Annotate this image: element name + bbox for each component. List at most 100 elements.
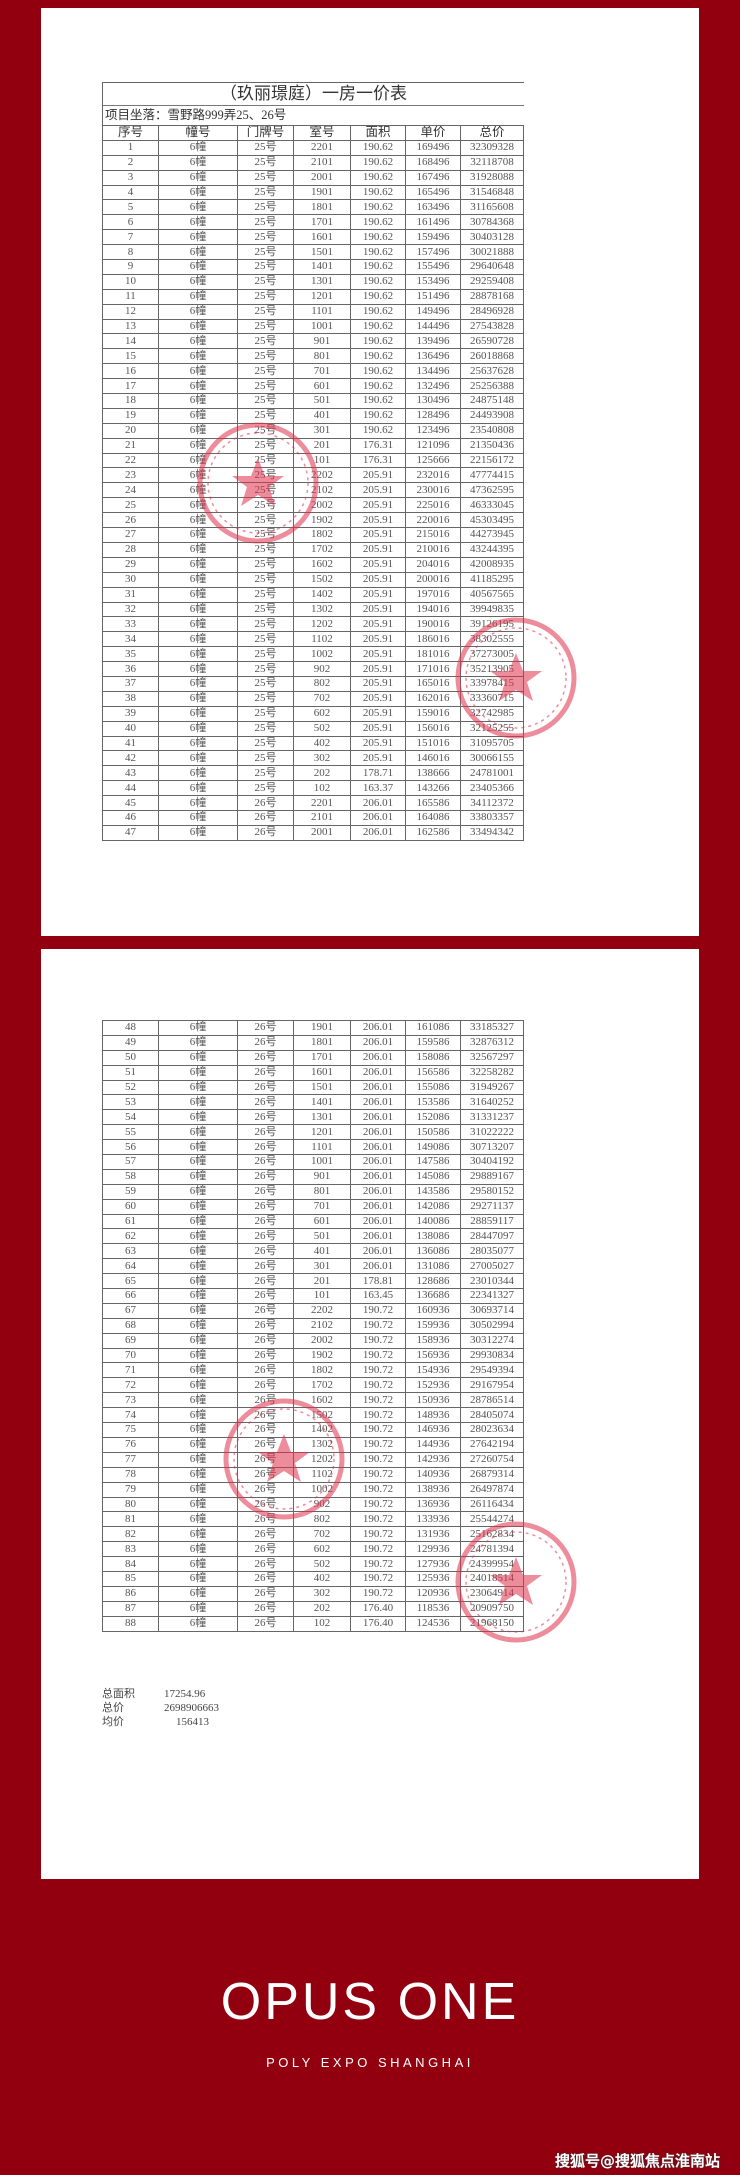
table-row: 81 6幢 26号 802 190.72 133936 25544274 bbox=[102, 1511, 524, 1528]
table-row: 50 6幢 26号 1701 206.01 158086 32567297 bbox=[102, 1049, 524, 1066]
cell-unit-price: 186016 bbox=[405, 631, 461, 648]
cell-index: 40 bbox=[102, 720, 159, 737]
cell-total-price: 31095705 bbox=[460, 735, 524, 752]
cell-unit-price: 146936 bbox=[405, 1422, 461, 1438]
cell-unit-price: 132496 bbox=[405, 378, 461, 395]
cell-index: 22 bbox=[102, 452, 159, 469]
price-list-page-2: 48 6幢 26号 1901 206.01 161086 33185327 49 6幢 26号 18… bbox=[41, 949, 699, 1879]
table-row: 60 6幢 26号 701 206.01 142086 29271137 bbox=[102, 1198, 524, 1215]
cell-unit-price: 156586 bbox=[405, 1064, 461, 1081]
cell-building: 6幢 bbox=[158, 214, 238, 231]
cell-index: 47 bbox=[102, 824, 159, 841]
cell-index: 68 bbox=[102, 1317, 159, 1334]
cell-unit-price: 131936 bbox=[405, 1526, 461, 1543]
cell-unit-price: 171016 bbox=[405, 661, 461, 677]
cell-door-number: 25号 bbox=[237, 646, 294, 663]
cell-unit-price: 169496 bbox=[405, 139, 461, 156]
cell-total-price: 47362595 bbox=[460, 482, 524, 499]
cell-unit-price: 200016 bbox=[405, 571, 461, 588]
cell-door-number: 25号 bbox=[237, 303, 294, 320]
cell-unit-price: 148936 bbox=[405, 1407, 461, 1424]
cell-total-price: 38302555 bbox=[460, 631, 524, 648]
cell-room: 101 bbox=[293, 1288, 351, 1304]
cell-room: 2002 bbox=[293, 497, 351, 514]
cell-building: 6幢 bbox=[158, 795, 238, 811]
cell-room: 402 bbox=[293, 735, 351, 752]
cell-area: 205.91 bbox=[350, 482, 406, 499]
cell-building: 6幢 bbox=[158, 318, 238, 335]
cell-room: 1802 bbox=[293, 527, 351, 543]
cell-room: 2001 bbox=[293, 169, 351, 186]
cell-unit-price: 167496 bbox=[405, 169, 461, 186]
cell-building: 6幢 bbox=[158, 139, 238, 156]
table-row: 27 6幢 25号 1802 205.91 215016 44273945 bbox=[102, 527, 524, 543]
cell-area: 190.72 bbox=[350, 1585, 406, 1602]
cell-room: 302 bbox=[293, 1585, 351, 1602]
cell-total-price: 32118708 bbox=[460, 154, 524, 171]
cell-index: 21 bbox=[102, 437, 159, 454]
cell-building: 6幢 bbox=[158, 1481, 238, 1498]
table-row: 31 6幢 25号 1402 205.91 197016 40567565 bbox=[102, 586, 524, 603]
cell-total-price: 32876312 bbox=[460, 1034, 524, 1051]
table-row: 63 6幢 26号 401 206.01 136086 28035077 bbox=[102, 1243, 524, 1260]
table-row: 34 6幢 25号 1102 205.91 186016 38302555 bbox=[102, 631, 524, 648]
cell-room: 1501 bbox=[293, 1079, 351, 1096]
cell-room: 2001 bbox=[293, 824, 351, 841]
cell-building: 6幢 bbox=[158, 378, 238, 395]
cell-unit-price: 156936 bbox=[405, 1347, 461, 1364]
cell-unit-price: 161496 bbox=[405, 214, 461, 231]
cell-door-number: 26号 bbox=[237, 809, 294, 826]
cell-index: 34 bbox=[102, 631, 159, 648]
cell-unit-price: 128496 bbox=[405, 407, 461, 424]
cell-building: 6幢 bbox=[158, 675, 238, 692]
cell-area: 206.01 bbox=[350, 1258, 406, 1275]
cell-door-number: 26号 bbox=[237, 1317, 294, 1334]
cell-index: 6 bbox=[102, 214, 159, 231]
cell-area: 206.01 bbox=[350, 1094, 406, 1111]
cell-index: 5 bbox=[102, 199, 159, 216]
cell-index: 76 bbox=[102, 1436, 159, 1453]
cell-unit-price: 149496 bbox=[405, 303, 461, 320]
cell-area: 190.72 bbox=[350, 1496, 406, 1513]
cell-building: 6幢 bbox=[158, 750, 238, 767]
cell-total-price: 23010344 bbox=[460, 1273, 524, 1290]
table-row: 84 6幢 26号 502 190.72 127936 24399954 bbox=[102, 1556, 524, 1572]
cell-building: 6幢 bbox=[158, 1436, 238, 1453]
table-row: 38 6幢 25号 702 205.91 162016 33360715 bbox=[102, 690, 524, 707]
cell-unit-price: 152936 bbox=[405, 1377, 461, 1394]
cell-room: 1502 bbox=[293, 1407, 351, 1424]
table-row: 65 6幢 26号 201 178.81 128686 23010344 bbox=[102, 1273, 524, 1290]
cell-unit-price: 153586 bbox=[405, 1094, 461, 1111]
cell-total-price: 37273005 bbox=[460, 646, 524, 663]
cell-area: 206.01 bbox=[350, 1228, 406, 1245]
cell-index: 31 bbox=[102, 586, 159, 603]
cell-total-price: 26879314 bbox=[460, 1466, 524, 1483]
cell-room: 901 bbox=[293, 1168, 351, 1185]
cell-building: 6幢 bbox=[158, 452, 238, 469]
cell-room: 1701 bbox=[293, 214, 351, 231]
cell-total-price: 33978415 bbox=[460, 675, 524, 692]
cell-area: 190.72 bbox=[350, 1347, 406, 1364]
cell-total-price: 29271137 bbox=[460, 1198, 524, 1215]
cell-unit-price: 142086 bbox=[405, 1198, 461, 1215]
cell-total-price: 31165608 bbox=[460, 199, 524, 216]
cell-door-number: 25号 bbox=[237, 705, 294, 722]
cell-unit-price: 220016 bbox=[405, 512, 461, 529]
cell-total-price: 32125255 bbox=[460, 720, 524, 737]
cell-building: 6幢 bbox=[158, 1422, 238, 1438]
cell-door-number: 26号 bbox=[237, 795, 294, 811]
cell-door-number: 26号 bbox=[237, 1124, 294, 1141]
cell-index: 8 bbox=[102, 244, 159, 261]
cell-room: 601 bbox=[293, 378, 351, 395]
table-row: 43 6幢 25号 202 178.71 138666 24781001 bbox=[102, 765, 524, 782]
cell-room: 1302 bbox=[293, 1436, 351, 1453]
cell-index: 13 bbox=[102, 318, 159, 335]
cell-door-number: 26号 bbox=[237, 1615, 294, 1632]
table-row: 11 6幢 25号 1201 190.62 151496 28878168 bbox=[102, 288, 524, 305]
cell-door-number: 25号 bbox=[237, 601, 294, 618]
cell-building: 6幢 bbox=[158, 497, 238, 514]
cell-room: 502 bbox=[293, 720, 351, 737]
cell-index: 73 bbox=[102, 1392, 159, 1409]
cell-room: 102 bbox=[293, 1615, 351, 1632]
cell-building: 6幢 bbox=[158, 1168, 238, 1185]
